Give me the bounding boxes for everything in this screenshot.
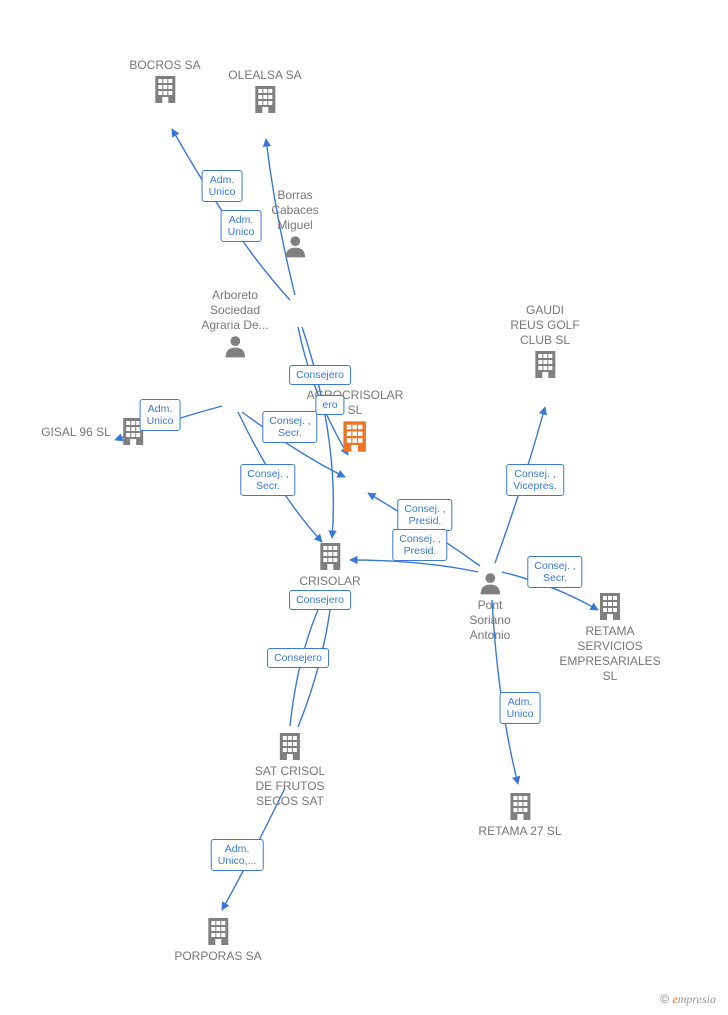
node-retamaserv[interactable]: RETAMA SERVICIOS EMPRESARIALES SL xyxy=(551,590,669,684)
node-gisal[interactable]: GISAL 96 SL xyxy=(41,415,149,449)
edge-label-e14: Consejero xyxy=(289,590,351,610)
node-satcrisol[interactable]: SAT CRISOL DE FRUTOS SECOS SAT xyxy=(255,730,325,809)
edge-label-e13: Consejero xyxy=(267,648,329,668)
edge-label-e10: Consej. ,Presid. xyxy=(392,529,447,561)
edge-label-e4: ero xyxy=(315,395,344,415)
person-icon xyxy=(222,333,248,359)
node-label-crisolar: CRISOLAR xyxy=(299,574,360,589)
edge-label-e8: Consej. ,Vicepres. xyxy=(506,464,564,496)
edge-label-e2: Adm.Unico xyxy=(221,210,262,242)
brand-rest: mpresia xyxy=(678,992,716,1006)
edge-label-e12: Adm.Unico xyxy=(500,692,541,724)
building-icon xyxy=(504,790,536,822)
network-canvas xyxy=(0,0,728,1015)
edge-label-e5: Adm.Unico xyxy=(140,399,181,431)
edge-label-e7: Consej. ,Secr. xyxy=(240,464,295,496)
node-crisolar[interactable]: CRISOLAR xyxy=(299,540,360,589)
node-label-retamaserv: RETAMA SERVICIOS EMPRESARIALES SL xyxy=(551,624,669,684)
edge-label-e15: Adm.Unico,... xyxy=(211,839,264,871)
edge-label-e11: Consej. ,Secr. xyxy=(527,556,582,588)
building-icon xyxy=(274,730,306,762)
node-olealsa[interactable]: OLEALSA SA xyxy=(228,68,301,117)
building-icon xyxy=(314,540,346,572)
edge-label-e3: Consejero xyxy=(289,365,351,385)
edge-e10 xyxy=(350,560,478,572)
building-icon xyxy=(149,73,181,105)
node-porporas[interactable]: PORPORAS SA xyxy=(174,915,261,964)
edge-label-e9: Consej. ,Presid. xyxy=(397,499,452,531)
edge-label-e1: Adm.Unico xyxy=(202,170,243,202)
node-gaudi[interactable]: GAUDI REUS GOLF CLUB SL xyxy=(510,303,579,382)
node-borras[interactable]: Borras Cabaces Miguel xyxy=(271,188,318,261)
building-icon xyxy=(594,590,626,622)
edge-label-e6: Consej. ,Secr. xyxy=(262,411,317,443)
node-label-gisal: GISAL 96 SL xyxy=(41,425,111,440)
person-icon xyxy=(477,570,503,596)
node-label-satcrisol: SAT CRISOL DE FRUTOS SECOS SAT xyxy=(255,764,325,809)
node-label-retama27: RETAMA 27 SL xyxy=(478,824,561,839)
node-pont[interactable]: Pont Soriano Antonio xyxy=(469,570,510,643)
person-icon xyxy=(282,233,308,259)
node-label-bocros: BOCROS SA xyxy=(129,58,200,73)
node-label-porporas: PORPORAS SA xyxy=(174,949,261,964)
building-icon xyxy=(337,418,373,454)
node-bocros[interactable]: BOCROS SA xyxy=(129,58,200,107)
copyright-footer: © empresia xyxy=(660,992,716,1007)
node-label-olealsa: OLEALSA SA xyxy=(228,68,301,83)
building-icon xyxy=(249,83,281,115)
building-icon xyxy=(529,348,561,380)
node-label-gaudi: GAUDI REUS GOLF CLUB SL xyxy=(510,303,579,348)
building-icon xyxy=(202,915,234,947)
node-label-borras: Borras Cabaces Miguel xyxy=(271,188,318,233)
copyright-symbol: © xyxy=(660,992,669,1006)
node-label-pont: Pont Soriano Antonio xyxy=(469,598,510,643)
node-arboreto[interactable]: Arboreto Sociedad Agraria De... xyxy=(201,288,268,361)
node-retama27[interactable]: RETAMA 27 SL xyxy=(478,790,561,839)
node-label-arboreto: Arboreto Sociedad Agraria De... xyxy=(201,288,268,333)
